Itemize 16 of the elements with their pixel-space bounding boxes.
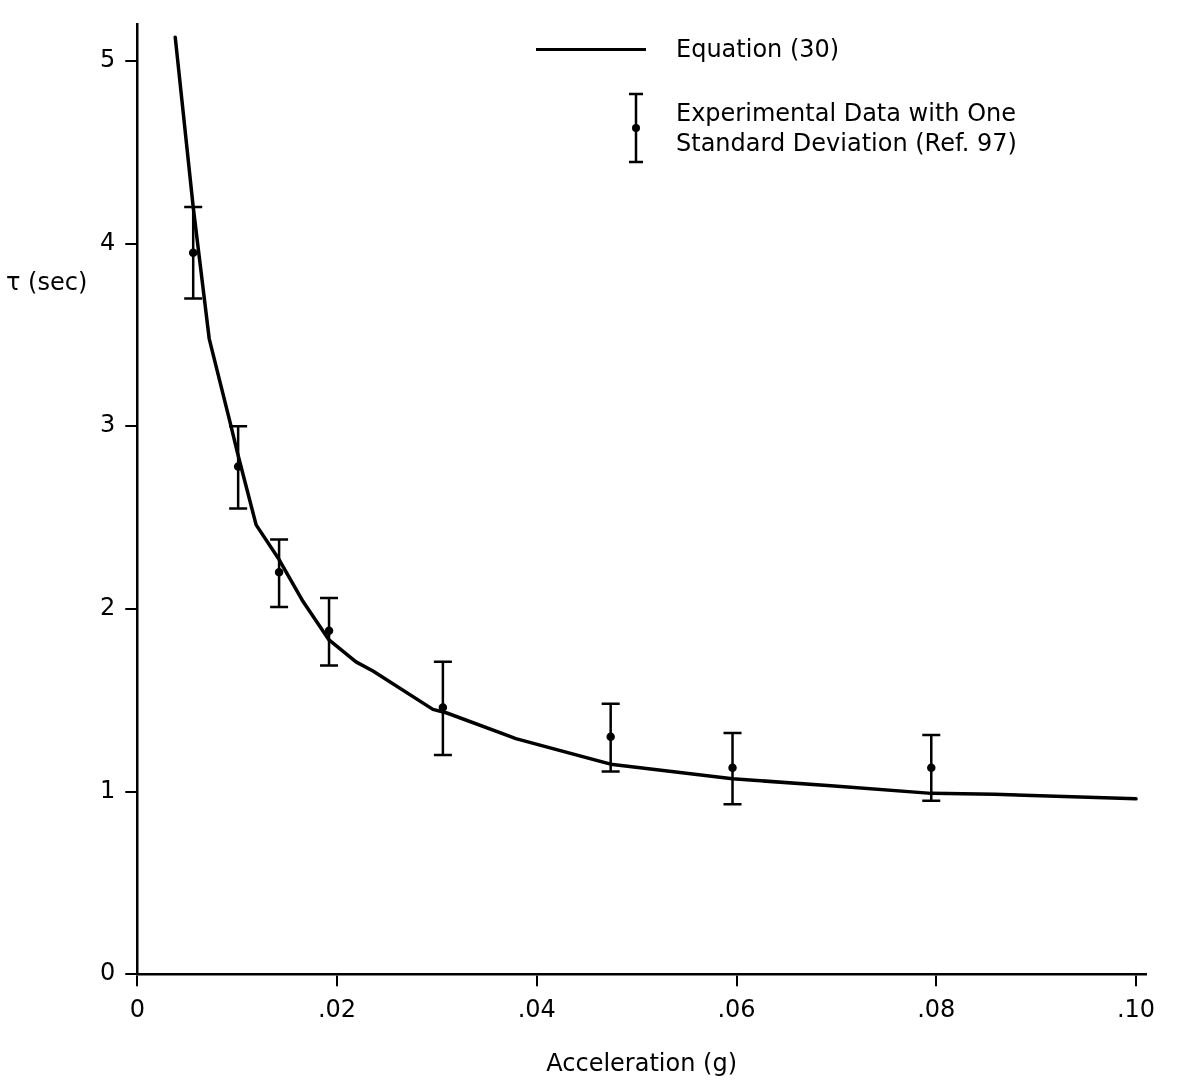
y-tick-label: 3 [99, 410, 116, 439]
legend-label: Equation (30) [676, 34, 840, 65]
x-tick-label: .04 [517, 994, 556, 1023]
x-tick-label: .06 [717, 994, 756, 1023]
y-tick-label: 0 [99, 958, 116, 987]
y-tick-label: 2 [99, 593, 116, 622]
y-axis-title: τ (sec) [6, 267, 88, 296]
x-tick-label: .10 [1116, 994, 1156, 1023]
x-tick-label: .02 [317, 994, 357, 1023]
legend-label: Experimental Data with One Standard Deviation (Ref. 97) [676, 98, 1018, 159]
x-axis-title: Acceleration (g) [546, 1049, 737, 1078]
y-tick-label: 1 [99, 775, 116, 804]
y-tick-label: 5 [99, 45, 116, 74]
y-tick-label: 4 [99, 227, 116, 256]
x-tick-label: .08 [917, 994, 956, 1023]
x-tick-label: 0 [129, 994, 145, 1023]
